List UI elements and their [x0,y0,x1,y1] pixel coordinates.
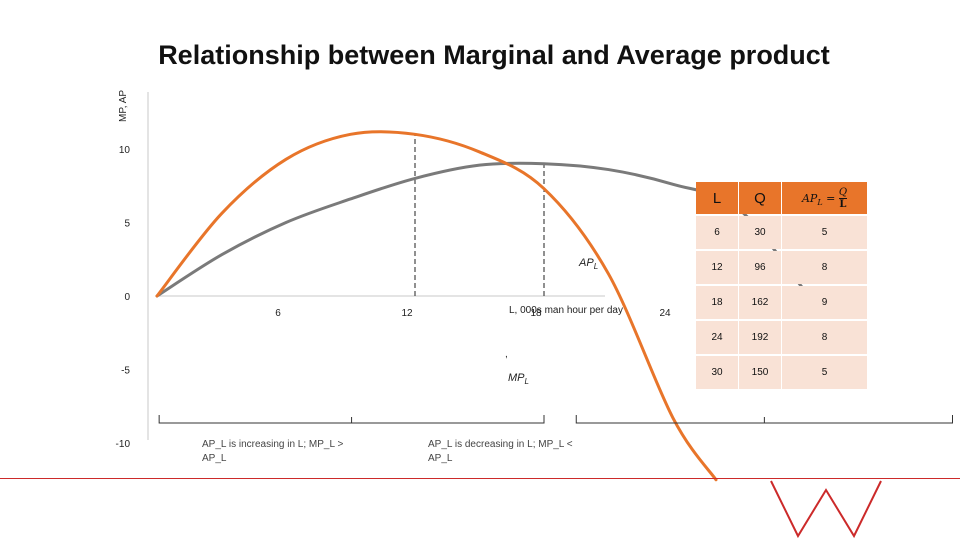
table-row: 30 150 5 [696,356,868,389]
x-axis-label: L, 000s man hour per day [509,305,623,316]
bracket [575,415,953,424]
table-cell-q: 162 [739,286,782,319]
table-cell-apl: 8 [782,251,868,284]
apl-formula: APL = [801,191,836,208]
bracket-label: AP_L is decreasing in L; MP_L < [428,439,573,450]
footer-divider [0,478,960,479]
table-cell-l: 12 [696,251,739,284]
stray-mark: , [505,349,508,360]
bracket-label: AP_L [428,453,453,464]
table-cell-q: 150 [739,356,782,389]
table-body: 6 30 5 12 96 8 18 162 9 24 192 8 30 150 5 [696,216,868,389]
y-tick-label: -10 [116,439,131,450]
table-cell-q: 96 [739,251,782,284]
logo [770,480,882,539]
table-cell-apl: 5 [782,216,868,249]
table-cell-apl: 5 [782,356,868,389]
table-row: 18 162 9 [696,286,868,319]
table-row: 12 96 8 [696,251,868,284]
header-q: Q [739,182,782,214]
chart-labels: 10 5 0 -5 -10 6 12 18 24 MP, AP L, 000s man hour p… [116,90,671,450]
table-cell-apl: 9 [782,286,868,319]
table-cell-l: 18 [696,286,739,319]
ap-series-label: APL [578,257,598,271]
y-tick-label: 10 [119,145,131,156]
chart-brackets: AP_L is increasing in L; MP_L > AP_L AP_L … [158,415,953,464]
page-title: Relationship between Marginal and Averag… [158,40,830,70]
table-cell-l: 30 [696,356,739,389]
y-axis-label: MP, AP [118,90,129,122]
table-cell-l: 6 [696,216,739,249]
mp-series-label: MPL [508,372,529,386]
bracket-label: AP_L [202,453,227,464]
table-cell-q: 192 [739,321,782,354]
y-tick-label: -5 [121,366,130,377]
bracket-label: AP_L is increasing in L; MP_L > [202,439,343,450]
bracket [158,415,545,424]
chart-axes [147,92,605,440]
x-tick-label: 12 [401,308,413,319]
table-cell-l: 24 [696,321,739,354]
x-tick-label: 6 [275,308,281,319]
chart-guides [414,134,545,296]
series-line-mp-l [155,130,718,482]
table-cell-apl: 8 [782,321,868,354]
x-tick-label: 18 [530,308,542,319]
table-row: 24 192 8 [696,321,868,354]
table-row: 6 30 5 [696,216,868,249]
header-l: L [696,182,739,214]
x-tick-label: 24 [659,308,671,319]
y-tick-label: 5 [124,219,130,230]
table-cell-q: 30 [739,216,782,249]
y-tick-label: 0 [124,292,130,303]
